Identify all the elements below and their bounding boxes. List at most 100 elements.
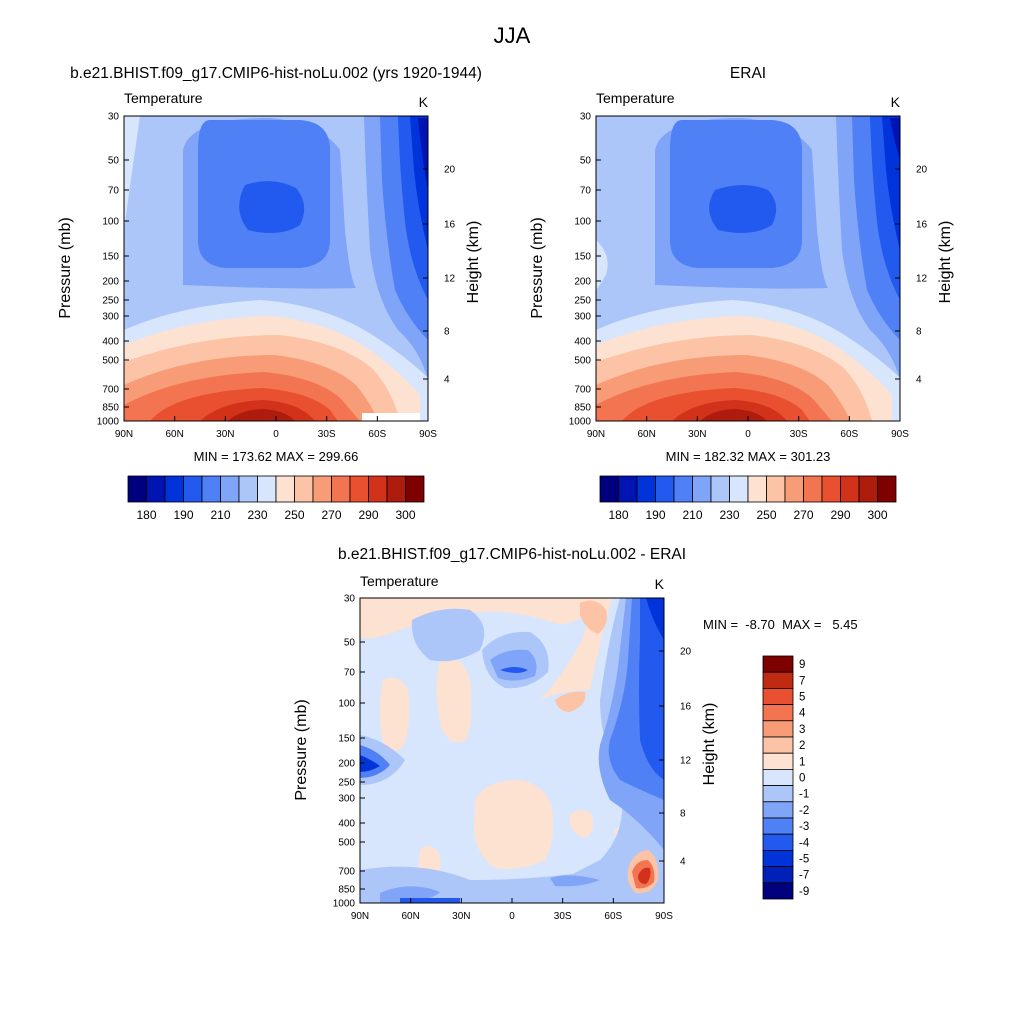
colorbar-box — [762, 752, 794, 770]
stats-label: MIN = 182.32 MAX = 301.23 — [666, 449, 831, 464]
y2-ticks: 20 16 12 8 4 — [895, 165, 928, 386]
x-tick-label: 90N — [587, 429, 605, 440]
stats-label: MIN = 173.62 MAX = 299.66 — [194, 449, 359, 464]
y-axis-label: Pressure (mb) — [293, 699, 310, 800]
y2-tick-label: 8 — [444, 327, 450, 338]
left-label: Temperature — [596, 90, 675, 106]
y-tick-label: 250 — [338, 778, 355, 789]
y-tick-label: 50 — [580, 156, 592, 167]
colorbar — [599, 475, 897, 503]
colorbar-box — [386, 475, 406, 503]
colorbar-box — [183, 475, 203, 503]
colorbar-box — [710, 475, 730, 503]
panel-model: b.e21.BHIST.f09_g17.CMIP6-hist-noLu.002 … — [57, 65, 482, 522]
y-tick-label: 50 — [108, 156, 120, 167]
colorbar-box — [201, 475, 221, 503]
colorbar-box — [762, 736, 794, 754]
colorbar-box — [762, 817, 794, 835]
colorbar-box — [729, 475, 749, 503]
y-tick-label: 400 — [102, 337, 119, 348]
colorbar-box — [762, 688, 794, 706]
colorbar-box — [349, 475, 369, 503]
colorbar-box — [331, 475, 351, 503]
x-tick-label: 30S — [790, 429, 808, 440]
colorbar-box — [220, 475, 240, 503]
y2-axis-label: Height (km) — [701, 703, 718, 786]
y2-axis-label: Height (km) — [465, 221, 482, 304]
colorbar-label: -5 — [799, 854, 809, 866]
y-tick-label: 300 — [102, 312, 119, 323]
y-tick-label: 70 — [108, 186, 120, 197]
colorbar-label: 290 — [830, 508, 850, 522]
y-tick-label: 400 — [574, 337, 591, 348]
colorbar-box — [762, 850, 794, 868]
colorbar-box — [127, 475, 147, 503]
colorbar-label: 270 — [793, 508, 813, 522]
colorbar-label: 9 — [799, 659, 805, 671]
y-tick-label: 100 — [102, 217, 119, 228]
colorbar-label: -7 — [799, 870, 809, 882]
colorbar-label: 190 — [645, 508, 665, 522]
y2-tick-label: 12 — [916, 274, 928, 285]
colorbar-label: 250 — [284, 508, 304, 522]
colorbar-label: 190 — [173, 508, 193, 522]
y-tick-label: 100 — [338, 699, 355, 710]
y-tick-label: 700 — [574, 385, 591, 396]
colorbar-box — [762, 801, 794, 819]
colorbar-box — [655, 475, 675, 503]
y2-tick-label: 16 — [444, 220, 456, 231]
x-tick-label: 0 — [273, 429, 279, 440]
colorbar-label: -2 — [799, 805, 809, 817]
y-tick-label: 500 — [574, 356, 591, 367]
y2-tick-label: 4 — [680, 857, 686, 868]
colorbar-box — [312, 475, 332, 503]
panel-difference: b.e21.BHIST.f09_g17.CMIP6-hist-noLu.002 … — [293, 546, 858, 922]
y-tick-label: 250 — [574, 296, 591, 307]
y-tick-label: 700 — [338, 867, 355, 878]
y-tick-label: 30 — [344, 594, 356, 605]
x-tick-label: 30S — [554, 911, 572, 922]
colorbar-box — [405, 475, 425, 503]
y-tick-label: 1000 — [569, 417, 592, 428]
x-tick-label: 90S — [891, 429, 909, 440]
y2-tick-label: 16 — [680, 702, 692, 713]
y2-tick-label: 20 — [916, 165, 928, 176]
y-axis-label: Pressure (mb) — [529, 217, 546, 318]
colorbar-box — [146, 475, 166, 503]
colorbar — [127, 475, 425, 503]
colorbar-label: 180 — [136, 508, 156, 522]
colorbar-label: 270 — [321, 508, 341, 522]
colorbar-box — [692, 475, 712, 503]
y-tick-label: 150 — [574, 252, 591, 263]
panel-title: b.e21.BHIST.f09_g17.CMIP6-hist-noLu.002 … — [338, 546, 686, 563]
colorbar-label: -9 — [799, 886, 809, 898]
colorbar-box — [762, 769, 794, 787]
x-tick-label: 30N — [452, 911, 470, 922]
y-tick-label: 150 — [102, 252, 119, 263]
y2-tick-label: 12 — [444, 274, 456, 285]
contour-field — [360, 598, 664, 903]
left-label: Temperature — [124, 90, 203, 106]
colorbar-box — [858, 475, 878, 503]
colorbar-box — [821, 475, 841, 503]
y-tick-label: 70 — [580, 186, 592, 197]
y2-tick-label: 12 — [680, 756, 692, 767]
y2-tick-label: 4 — [444, 375, 450, 386]
y-tick-label: 250 — [102, 296, 119, 307]
stats-label: MIN = -8.70 MAX = 5.45 — [703, 617, 858, 632]
colorbar-label: -3 — [799, 821, 809, 833]
x-tick-label: 60S — [604, 911, 622, 922]
colorbar-box — [747, 475, 767, 503]
x-tick-label: 0 — [509, 911, 515, 922]
colorbar-box — [238, 475, 258, 503]
colorbar-box — [762, 720, 794, 738]
colorbar-box — [762, 785, 794, 803]
units-label: K — [655, 576, 665, 592]
colorbar-box — [762, 833, 794, 851]
colorbar-box — [762, 704, 794, 722]
colorbar-box — [636, 475, 656, 503]
y-tick-label: 300 — [574, 312, 591, 323]
units-label: K — [419, 94, 429, 110]
y-tick-label: 50 — [344, 638, 356, 649]
